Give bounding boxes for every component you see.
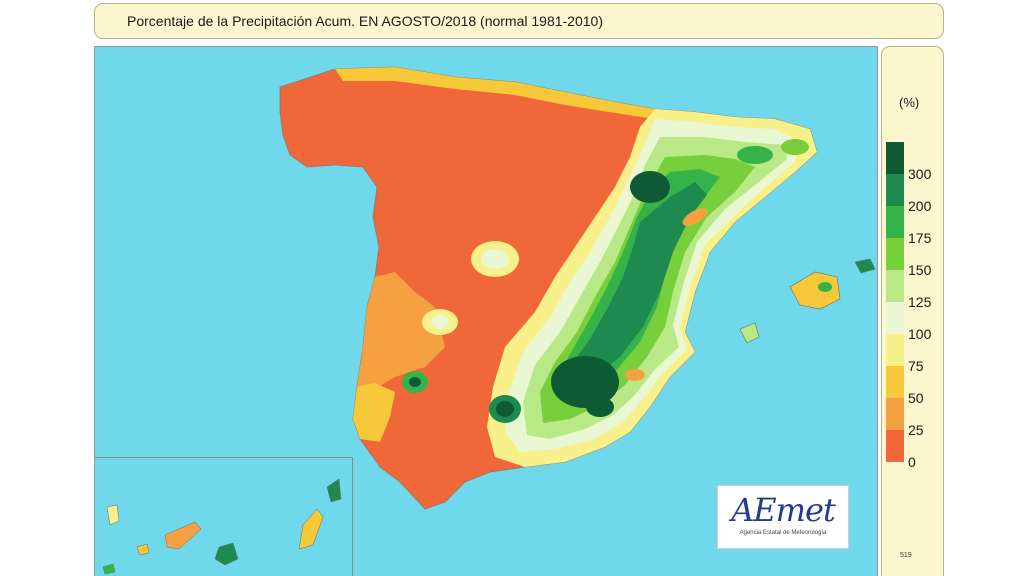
northeast-patch xyxy=(737,146,773,164)
legend-swatch xyxy=(886,270,904,302)
wet-core-south xyxy=(551,356,619,408)
legend-swatch xyxy=(886,206,904,238)
interior-patch-west-inner xyxy=(409,377,421,387)
legend-swatch xyxy=(886,334,904,366)
canary-islands-inset xyxy=(95,457,353,576)
dry-patch-coast xyxy=(625,369,645,381)
legend-tick-label: 25 xyxy=(908,422,924,438)
aemet-logo-text: AEmet xyxy=(731,491,836,529)
dry-patch-east xyxy=(682,208,708,226)
precipitation-map xyxy=(102,66,876,575)
legend-swatch xyxy=(886,430,904,462)
aemet-logo-subtitle: Agencia Estatal de Meteorología xyxy=(739,530,827,536)
legend-tick-label: 75 xyxy=(908,358,924,374)
west-band xyxy=(357,272,445,392)
legend-tick-label: 200 xyxy=(908,198,932,214)
legend-tick-label: 100 xyxy=(908,326,932,342)
legend-tick-label: 125 xyxy=(908,294,932,310)
legend-tick-label: 0 xyxy=(908,454,916,470)
mallorca-wet xyxy=(818,282,832,292)
map-title: Porcentaje de la Precipitación Acum. EN … xyxy=(127,13,603,29)
catalonia-patch xyxy=(781,139,809,155)
interior-patch-madrid-inner xyxy=(481,249,509,269)
ibiza-island xyxy=(739,322,760,344)
legend-swatch xyxy=(886,366,904,398)
canary-island-grancanaria xyxy=(214,542,239,566)
wet-core-north xyxy=(630,171,670,203)
canary-island-lapalma xyxy=(106,504,120,526)
legend-tick-label: 300 xyxy=(908,166,932,182)
legend-tick-label: 50 xyxy=(908,390,924,406)
southwest-band xyxy=(353,383,395,442)
east-wet-200 xyxy=(571,182,707,385)
interior-patch-extremadura-inner xyxy=(431,315,449,329)
canary-island-lagomera xyxy=(136,543,150,556)
wet-core-andalusia-inner xyxy=(496,401,514,417)
legend-unit: (%) xyxy=(899,95,920,110)
map-code: 519 xyxy=(900,552,912,559)
legend-tick-label: 175 xyxy=(908,230,932,246)
mallorca-island xyxy=(789,271,841,310)
map-panel: AEmet Agencia Estatal de Meteorología xyxy=(94,46,878,576)
legend-swatch xyxy=(886,302,904,334)
canary-island-fuerteventura xyxy=(298,508,324,550)
legend-color-bar xyxy=(886,142,904,462)
legend-tick-label: 150 xyxy=(908,262,932,278)
legend-swatch xyxy=(886,174,904,206)
canary-island-hierro xyxy=(102,563,116,575)
legend-swatch xyxy=(886,142,904,174)
aemet-logo: AEmet Agencia Estatal de Meteorología xyxy=(717,485,849,549)
map-title-bar: Porcentaje de la Precipitación Acum. EN … xyxy=(94,3,944,39)
legend-swatch xyxy=(886,238,904,270)
wet-core-southeast xyxy=(586,397,614,417)
legend-panel: (%) 300 200 175 150 125 100 75 50 25 0 519 xyxy=(881,46,944,576)
north-coast-zone xyxy=(335,67,699,123)
canary-island-lanzarote xyxy=(326,478,342,503)
canary-island-tenerife xyxy=(164,521,202,550)
legend-swatch xyxy=(886,398,904,430)
menorca-island xyxy=(854,258,876,274)
